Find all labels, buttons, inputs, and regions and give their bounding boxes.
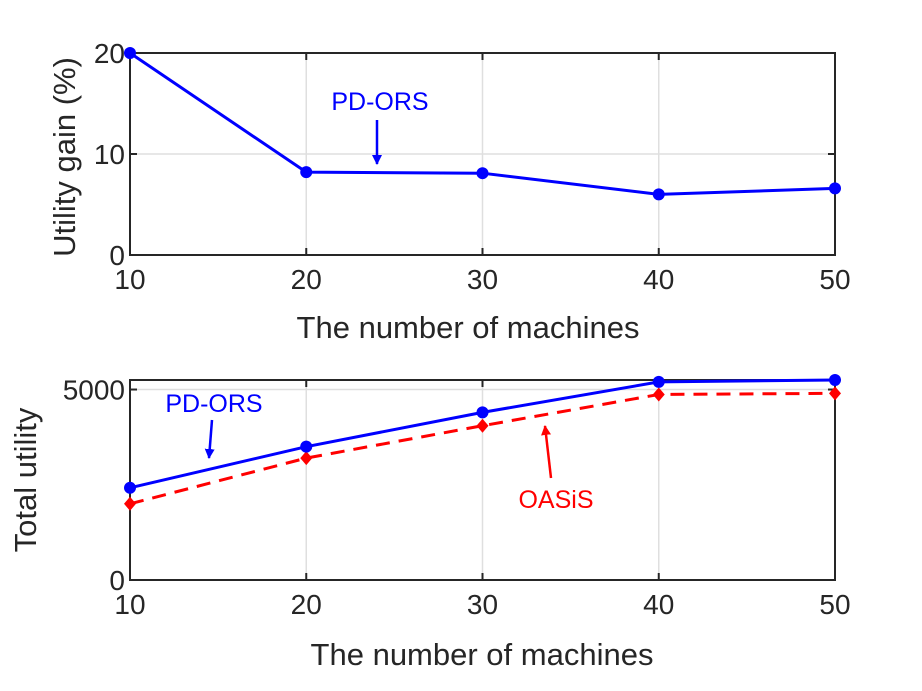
bottom-y-tick-label: 5000 [63, 375, 125, 406]
bottom-x-tick-label: 10 [114, 589, 145, 620]
bottom-point-pd-ors [829, 374, 841, 386]
bottom-annotation-pd-ors-arrow [204, 419, 215, 459]
bottom-point-oasis [652, 387, 665, 402]
bottom-x-tick-label: 40 [643, 589, 674, 620]
bottom-gridlines [129, 379, 836, 581]
top-annotation-pd-ors-label: PD-ORS [331, 88, 428, 116]
top-x-tick-label: 30 [467, 264, 498, 295]
top-point-pd-ors [829, 182, 841, 195]
bottom-point-oasis [829, 386, 841, 401]
top-x-tick-label: 10 [114, 264, 145, 295]
bottom-tick-labels: 10 20 30 40 50 0 5000 [63, 375, 851, 620]
bottom-x-tick-label: 30 [467, 589, 498, 620]
bottom-y-axis-label: Total utility [8, 407, 43, 552]
top-y-axis-label: Utility gain (%) [47, 57, 82, 257]
bottom-x-axis-label: The number of machines [311, 637, 654, 672]
bottom-series [124, 374, 841, 511]
top-point-pd-ors [300, 166, 313, 179]
bottom-point-oasis [476, 418, 489, 433]
bottom-point-oasis [300, 451, 313, 466]
top-x-tick-label: 20 [291, 264, 322, 295]
bottom-point-pd-ors [476, 406, 489, 419]
bottom-annotation-oasis-arrow [541, 425, 553, 479]
top-x-axis-label: The number of machines [297, 310, 640, 345]
top-gridlines [129, 52, 836, 256]
top-point-pd-ors [124, 47, 136, 59]
top-y-tick-label: 20 [94, 38, 125, 69]
bottom-point-pd-ors [300, 440, 313, 453]
top-x-tick-label: 40 [643, 264, 674, 295]
bottom-series-line-oasis [129, 391, 836, 506]
top-point-pd-ors [476, 167, 489, 180]
top-x-tick-label: 50 [819, 264, 850, 295]
top-y-tick-label: 10 [94, 139, 125, 170]
top-point-pd-ors [652, 188, 665, 201]
bottom-annotation-oasis-label: OASiS [518, 486, 593, 514]
top-y-tick-label: 0 [109, 240, 125, 271]
bottom-x-tick-label: 50 [819, 589, 850, 620]
bottom-point-pd-ors [652, 375, 665, 388]
bottom-annotation-pd-ors-label: PD-ORS [165, 390, 262, 418]
bottom-y-tick-label: 0 [109, 565, 125, 596]
bottom-panel: 10 20 30 40 50 0 5000 The number of machines T… [8, 374, 851, 672]
top-series [124, 47, 841, 201]
bottom-point-pd-ors [124, 481, 136, 494]
bottom-x-tick-label: 20 [291, 589, 322, 620]
bottom-point-oasis [124, 496, 136, 511]
